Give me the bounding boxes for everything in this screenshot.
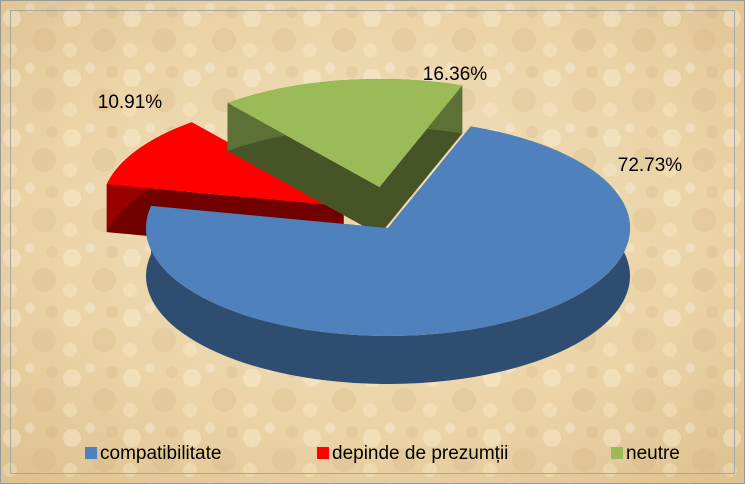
- pie-slice: [106, 122, 344, 207]
- legend-swatch: [317, 447, 329, 459]
- legend-swatch: [85, 447, 97, 459]
- legend-label: neutre: [626, 443, 680, 464]
- data-label: 16.36%: [423, 64, 488, 85]
- pie-slice: [145, 126, 630, 336]
- pie-slice: [227, 78, 463, 187]
- pie: [106, 78, 630, 385]
- legend: compatibilitate depinde de prezumții neutr…: [85, 443, 680, 464]
- legend-swatch: [611, 447, 623, 459]
- legend-label: depinde de prezumții: [332, 443, 508, 464]
- data-label: 10.91%: [98, 92, 163, 113]
- data-label: 72.73%: [618, 155, 683, 176]
- legend-label: compatibilitate: [100, 443, 221, 464]
- plot-border: [10, 10, 735, 474]
